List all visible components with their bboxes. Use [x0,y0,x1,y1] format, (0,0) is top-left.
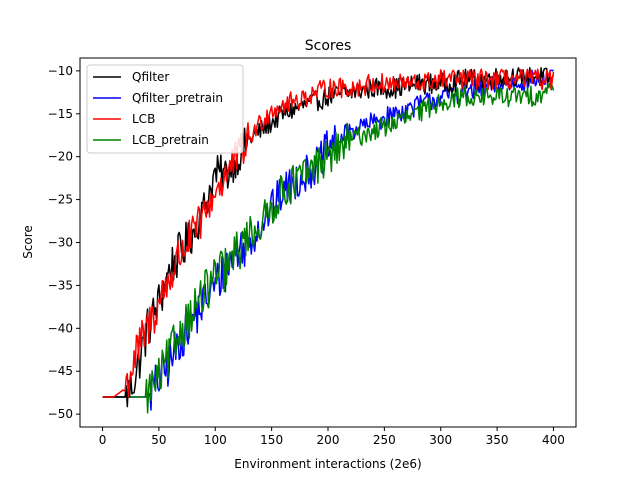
x-tick-label: 400 [542,433,565,447]
y-tick-label: −40 [48,321,73,335]
y-axis-title: Score [21,225,35,259]
legend: Qfilter Qfilter_pretrain LCB LCB_pretrain [86,64,244,154]
legend-label: Qfilter [132,70,169,84]
x-tick-label: 50 [151,433,166,447]
y-tick-label: −15 [48,107,73,121]
y-tick-label: −50 [48,407,73,421]
x-tick-label: 0 [99,433,107,447]
legend-frame [86,64,244,154]
series-line-lcb-pretrain [102,81,555,414]
legend-label: LCB [132,112,155,126]
legend-label: Qfilter_pretrain [132,91,223,105]
chart-title: Scores [305,38,352,54]
y-tick-label: −10 [48,64,73,78]
x-tick-label: 300 [429,433,452,447]
x-tick-label: 200 [317,433,340,447]
x-axis: 0 50 100 150 200 250 300 350 400 [99,427,565,447]
legend-label: LCB_pretrain [132,133,209,147]
y-axis: −50 −45 −40 −35 −30 −25 −20 −15 −10 [48,64,80,421]
series-layer [102,67,555,414]
y-tick-label: −20 [48,150,73,164]
x-tick-label: 250 [373,433,396,447]
y-tick-label: −45 [48,364,73,378]
x-tick-label: 150 [260,433,283,447]
x-tick-label: 100 [204,433,227,447]
y-tick-label: −25 [48,193,73,207]
series-line-lcb [102,68,555,398]
y-tick-label: −35 [48,278,73,292]
x-axis-title: Environment interactions (2e6) [234,457,421,471]
y-tick-label: −30 [48,236,73,250]
x-tick-label: 350 [486,433,509,447]
